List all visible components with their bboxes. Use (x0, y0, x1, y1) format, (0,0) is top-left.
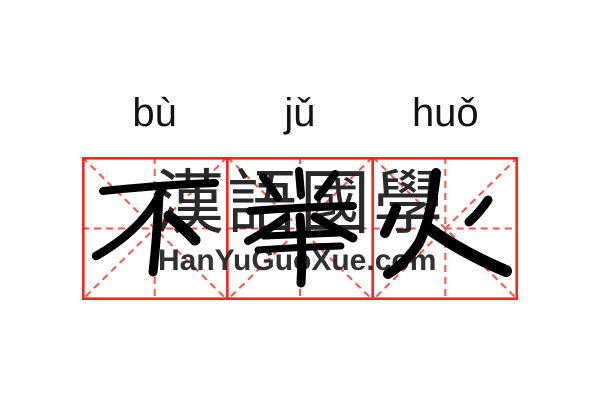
character-ju (244, 167, 358, 288)
pinyin-syllable-ju: jǔ (284, 91, 316, 135)
character-bu (91, 179, 219, 277)
grid-solid-frame (82, 157, 518, 300)
pinyin-syllable-huo: huǒ (411, 91, 479, 135)
pinyin-syllable-bu: bù (132, 91, 177, 135)
pinyin-row: bù jǔ huǒ (82, 88, 518, 136)
mizige-grid: 不 举 火 漢語國學 HanYuGuoXue.com (82, 157, 518, 300)
character-huo (380, 168, 512, 279)
idiom-characters (91, 167, 512, 288)
